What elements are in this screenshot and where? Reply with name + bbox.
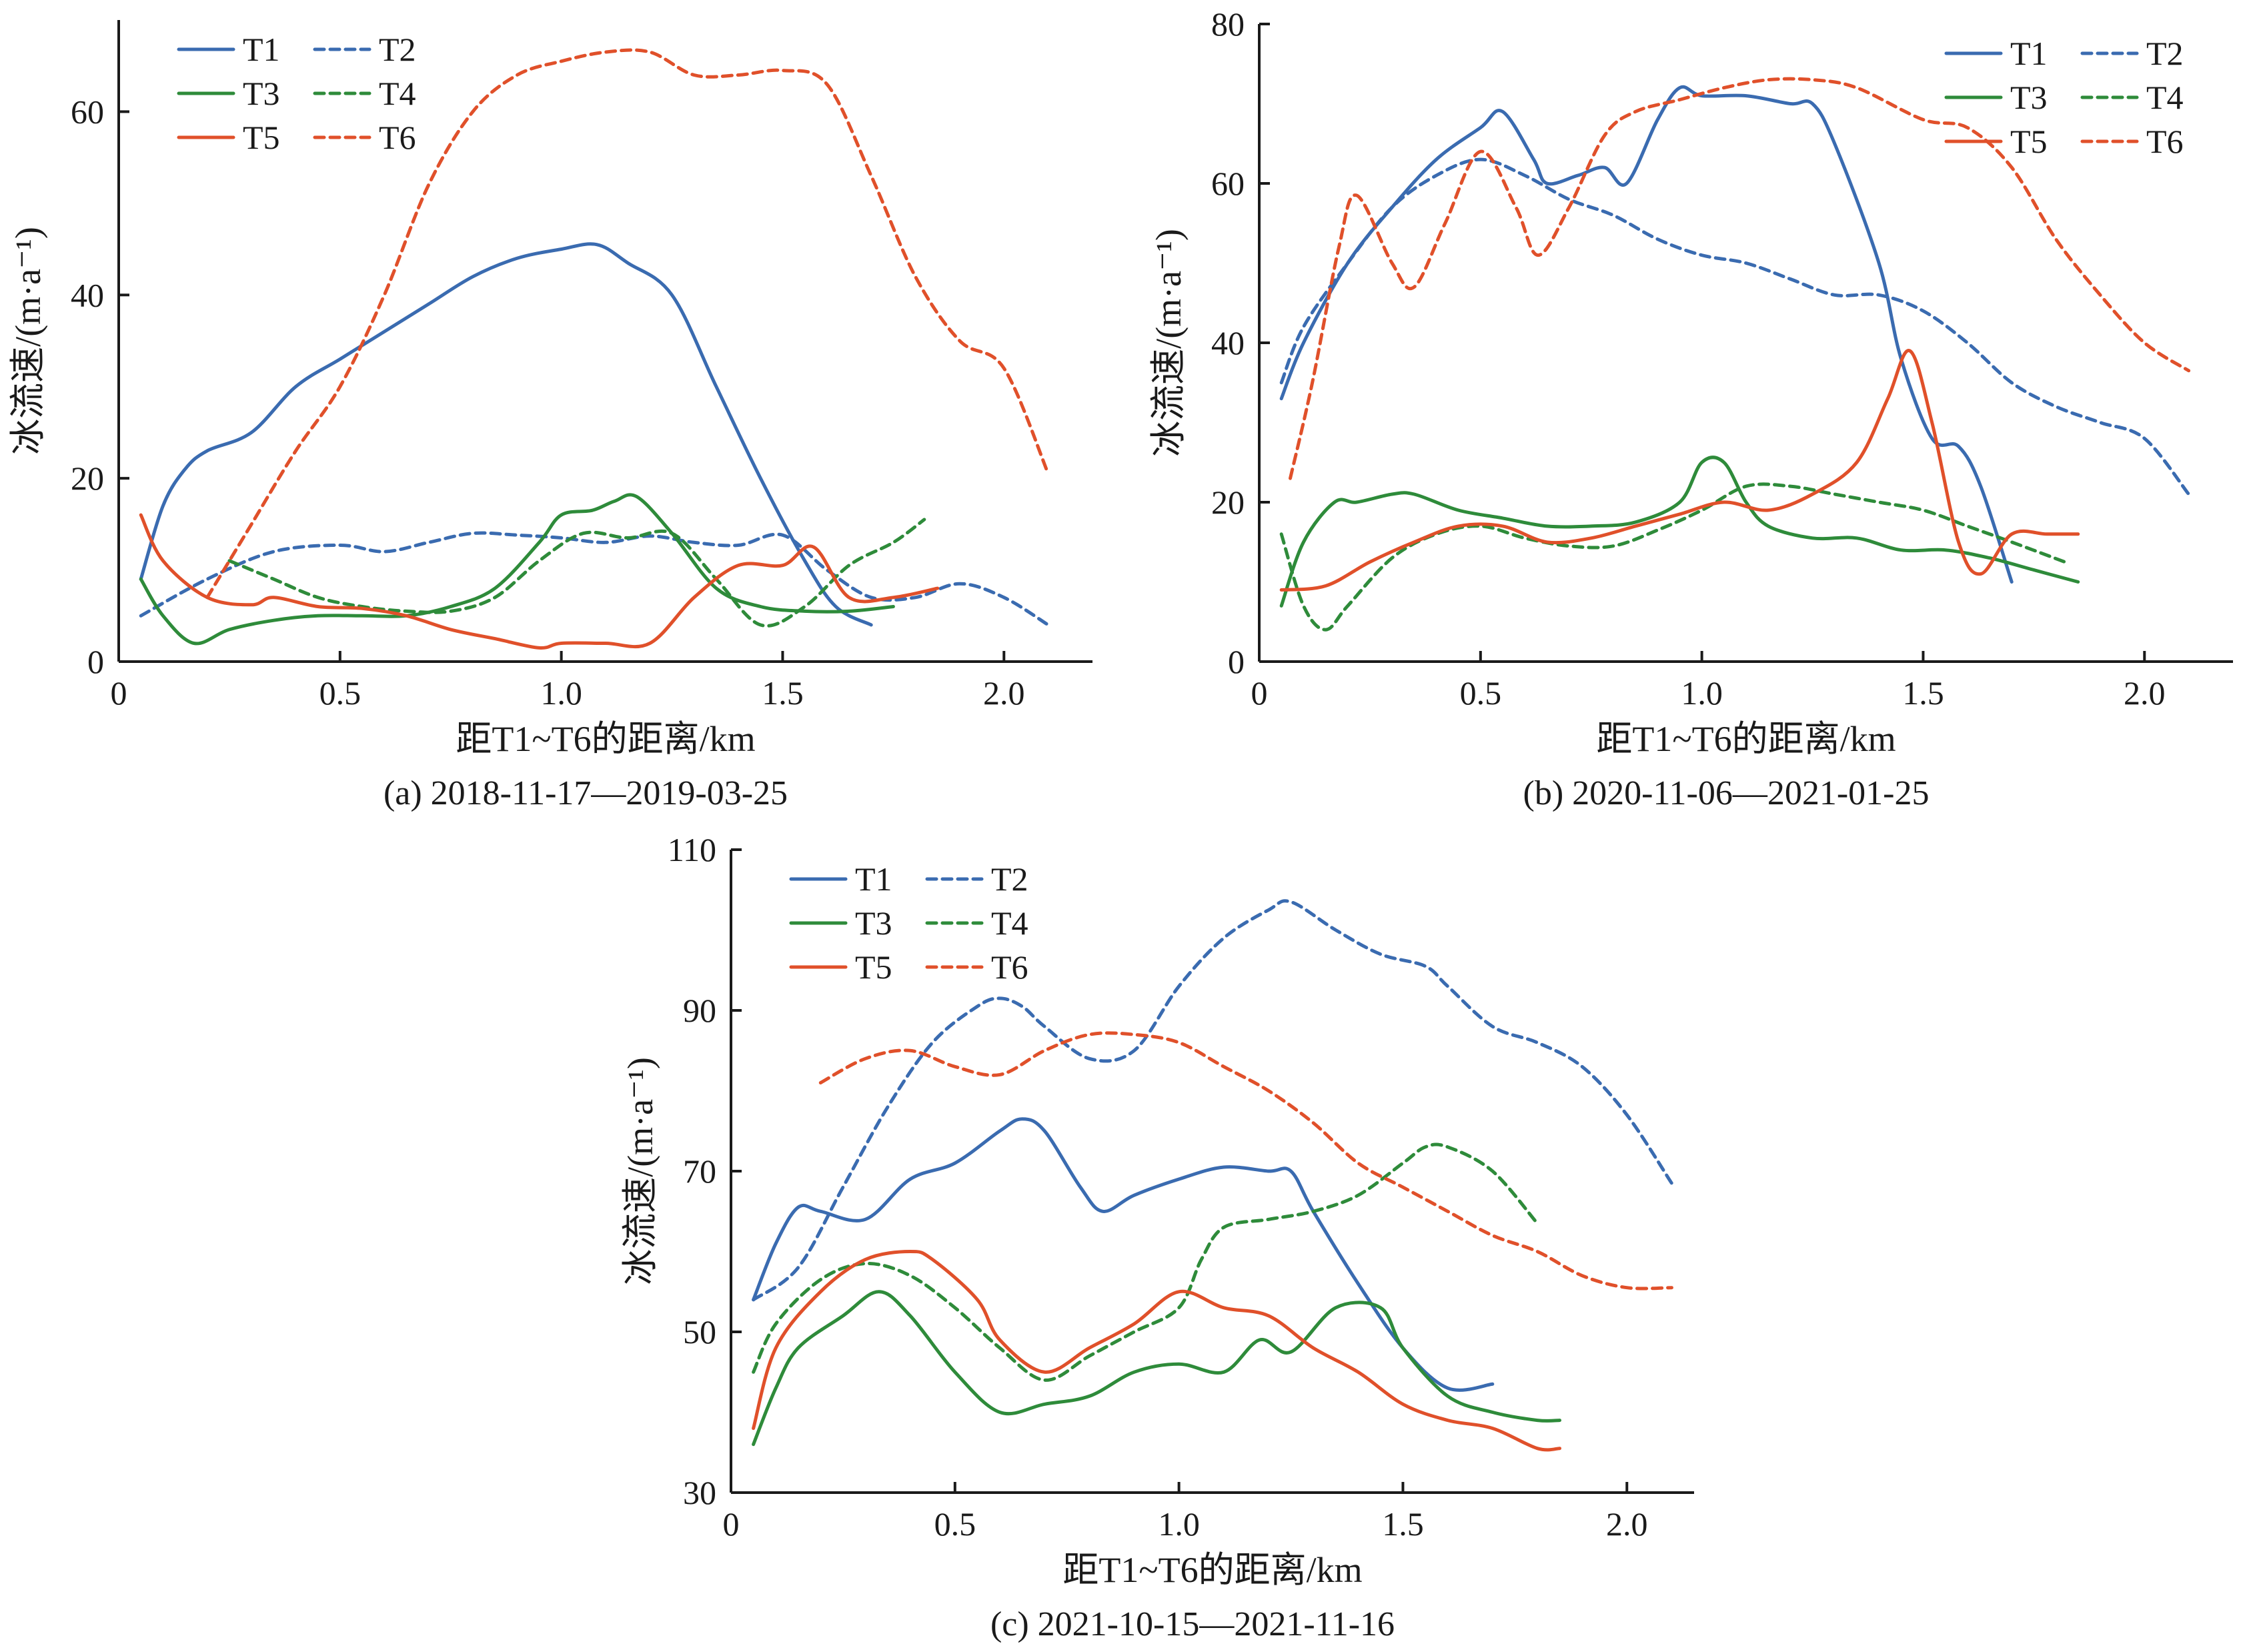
legend-label-t2: T2 (2146, 35, 2184, 72)
y-tick-label: 80 (1211, 5, 1245, 43)
legend-label-t1: T1 (855, 860, 892, 898)
y-tick-label: 90 (683, 992, 716, 1029)
series-line-t6 (818, 1031, 1673, 1291)
series-line-t2 (752, 899, 1673, 1302)
x-tick-label: 0 (111, 674, 127, 712)
series-line-t4 (752, 1142, 1539, 1382)
y-tick-label: 0 (87, 643, 104, 680)
chart-caption: (a) 2018-11-17—2019-03-25 (384, 774, 788, 812)
y-tick-label: 50 (683, 1313, 716, 1351)
legend-label-t2: T2 (379, 31, 416, 68)
x-axis-label: 距T1~T6的距离/km (456, 719, 755, 759)
x-tick-label: 2.0 (1606, 1505, 1648, 1543)
chart-b: 0 20 40 60 80 0 0.5 1.0 1.5 2.0 距T1~T6的距离/km 冰流速/(m… (1149, 5, 2233, 812)
legend-label-t4: T4 (2146, 79, 2184, 116)
series-line-t4 (1279, 482, 2067, 632)
y-axis-label: 冰流速/(m·a⁻¹) (620, 1057, 660, 1285)
x-tick-label: 1.0 (1158, 1505, 1200, 1543)
series-line-t6 (1289, 77, 2191, 480)
legend-label-t1: T1 (243, 31, 280, 68)
y-tick-label: 20 (1211, 484, 1245, 521)
series-line-t1 (1279, 85, 2014, 584)
x-tick-label: 0 (1251, 674, 1268, 712)
y-tick-label: 30 (683, 1474, 716, 1511)
y-tick-label: 40 (1211, 324, 1245, 361)
legend-label-t5: T5 (243, 119, 280, 156)
legend-label-t5: T5 (855, 948, 892, 986)
legend-label-t4: T4 (379, 75, 416, 112)
legend-label-t6: T6 (379, 119, 416, 156)
series-line-t5 (752, 1250, 1561, 1452)
y-tick-label: 60 (71, 93, 104, 130)
x-tick-label: 0.5 (319, 674, 361, 712)
y-tick-label: 110 (668, 831, 716, 868)
legend-label-t2: T2 (991, 860, 1028, 898)
series-line-t3 (1279, 456, 2080, 608)
series-line-t3 (139, 493, 895, 646)
x-tick-label: 2.0 (983, 674, 1025, 712)
series-line-t3 (752, 1290, 1561, 1447)
y-tick-label: 20 (71, 460, 104, 497)
series-line-t4 (227, 518, 926, 628)
legend-label-t3: T3 (243, 75, 280, 112)
series-line-t5 (139, 513, 940, 650)
legend-label-t3: T3 (855, 904, 892, 942)
x-tick-label: 1.5 (1382, 1505, 1424, 1543)
series-line-t1 (139, 242, 873, 627)
series-line-t2 (139, 531, 1050, 627)
x-tick-label: 1.5 (1902, 674, 1944, 712)
x-tick-label: 0.5 (1460, 674, 1502, 712)
legend-label-t5: T5 (2010, 123, 2048, 160)
legend-label-t6: T6 (991, 948, 1028, 986)
legend-label-t3: T3 (2010, 79, 2048, 116)
series-line-t2 (1279, 157, 2191, 496)
chart-c: 30 50 70 90 110 0 0.5 1.0 1.5 2.0 距T1~T6的距离/km 冰流速/… (620, 831, 1694, 1643)
legend-label-t4: T4 (991, 904, 1028, 942)
y-axis-label: 冰流速/(m·a⁻¹) (8, 227, 48, 455)
chart-a: 0 20 40 60 0 0.5 1.0 1.5 2.0 距T1~T6的距离/km 冰流速/(m·a… (8, 20, 1092, 812)
x-tick-label: 1.5 (762, 674, 804, 712)
y-tick-label: 60 (1211, 165, 1245, 202)
series-line-t6 (205, 48, 1050, 600)
series-line-t1 (752, 1117, 1495, 1392)
y-axis-label: 冰流速/(m·a⁻¹) (1149, 229, 1189, 457)
y-tick-label: 70 (683, 1152, 716, 1190)
x-tick-label: 2.0 (2124, 674, 2166, 712)
y-tick-label: 40 (71, 276, 104, 313)
chart-caption: (b) 2020-11-06—2021-01-25 (1523, 774, 1930, 812)
x-tick-label: 1.0 (540, 674, 582, 712)
legend-label-t6: T6 (2146, 123, 2184, 160)
series-line-t5 (1279, 349, 2080, 592)
y-tick-label: 0 (1228, 643, 1245, 680)
x-tick-label: 0 (723, 1505, 740, 1543)
x-axis-label: 距T1~T6的距离/km (1596, 719, 1896, 759)
x-tick-label: 0.5 (934, 1505, 976, 1543)
x-axis-label: 距T1~T6的距离/km (1062, 1550, 1362, 1590)
chart-caption: (c) 2021-10-15—2021-11-16 (990, 1605, 1395, 1643)
legend-label-t1: T1 (2010, 35, 2048, 72)
x-tick-label: 1.0 (1681, 674, 1723, 712)
